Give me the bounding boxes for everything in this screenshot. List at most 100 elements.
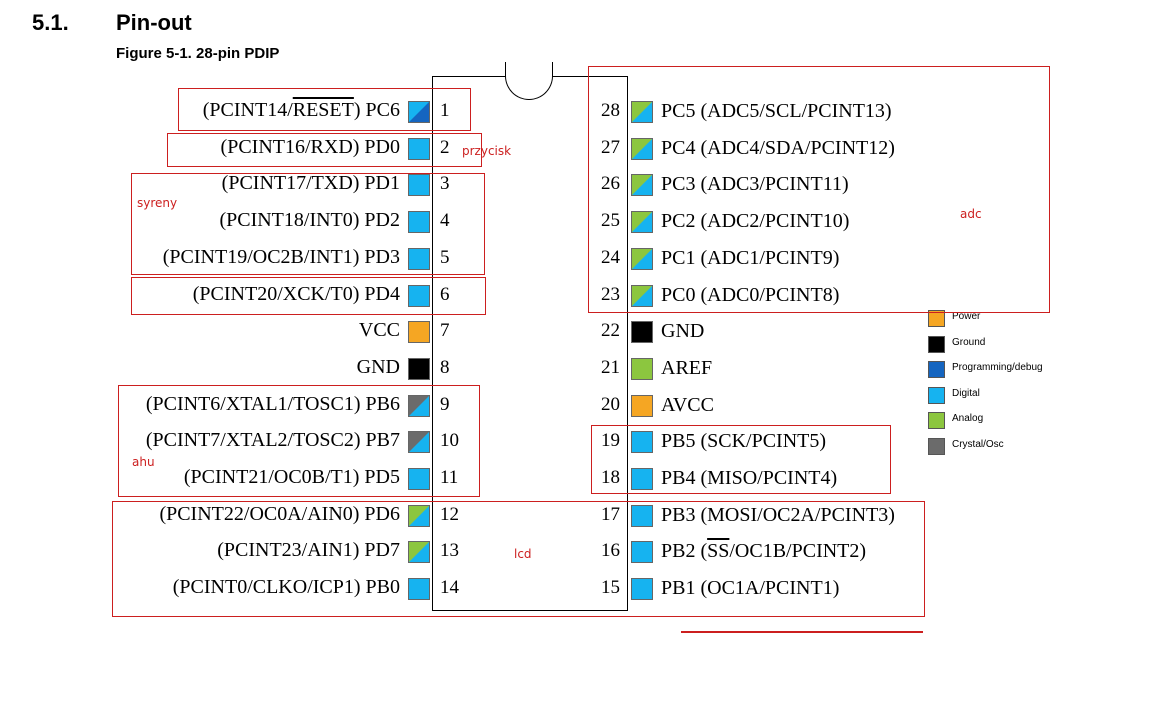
pin-label: (PCINT22/OC0A/AIN0) PD6 [0, 503, 400, 526]
pin-label: GND [0, 356, 400, 379]
pin-number: 16 [601, 540, 620, 562]
annotation-przycisk: przycisk [462, 144, 512, 158]
section-number: 5.1. [32, 10, 69, 35]
pin-square [631, 468, 653, 490]
pin-label-text: (PCINT18/INT0) PD2 [219, 209, 400, 232]
annotation-adc: adc [960, 207, 982, 221]
pin-label: PB4 (MISO/PCINT4) [661, 467, 837, 490]
legend-label: Crystal/Osc [952, 439, 1004, 450]
pin-label-overline: RESET [292, 99, 354, 121]
pin-square [631, 357, 653, 380]
annotation-box-adc [588, 66, 1050, 313]
pin-label: GND [661, 320, 704, 343]
pin-label: (PCINT17/TXD) PD1 [0, 172, 400, 195]
pin-square [408, 321, 430, 344]
pin-square [631, 394, 653, 417]
pin-label-text: VCC [358, 319, 400, 342]
pin-number: 21 [601, 356, 620, 378]
legend-swatch [928, 310, 945, 327]
pin-label-text: AREF [661, 356, 713, 379]
annotation-box-spi [591, 425, 891, 494]
pin-square [408, 174, 430, 197]
legend-swatch [928, 335, 945, 353]
pin-label-text: GND [356, 355, 400, 378]
pin-label: (PCINT7/XTAL2/TOSC2) PB7 [0, 429, 400, 452]
annotation-syreny: syreny [137, 196, 178, 210]
pin-label: (PCINT23/AIN1) PD7 [0, 539, 400, 562]
pin-label: (PCINT14/RESET) PC6 [0, 99, 400, 122]
pin-number: 12 [440, 503, 459, 525]
pin-number: 13 [440, 540, 459, 562]
pin-label: AVCC [661, 394, 714, 417]
figure-caption: Figure 5-1. 28-pin PDIP [116, 45, 280, 62]
pin-square [631, 321, 653, 344]
pin-label: (PCINT16/RXD) PD0 [0, 136, 400, 159]
pin-number: 4 [440, 210, 450, 232]
pin-square [408, 504, 430, 527]
pin-label-text: PB5 (SCK/PCINT5) [661, 430, 827, 453]
annotation-ahu: ahu [132, 455, 155, 469]
legend-label: Power [952, 311, 981, 322]
legend-label: Analog [952, 413, 984, 425]
pin-label-text: PC0 (ADC0/PCINT8) [661, 283, 840, 306]
pin-label-text: PC3 (ADC3/PCINT11) [661, 173, 849, 196]
pin-number: 28 [601, 100, 620, 121]
legend-label: Digital [952, 387, 980, 399]
pin-square [408, 541, 430, 564]
annotation-box-syreny [131, 173, 485, 275]
pin-number: 11 [440, 467, 459, 488]
pin-number: 6 [440, 283, 450, 305]
legend-swatch [928, 438, 945, 455]
pin-label: PC1 (ADC1/PCINT9) [661, 247, 839, 270]
pin-number: 8 [440, 356, 450, 378]
pin-label: (PCINT18/INT0) PD2 [0, 209, 400, 232]
pin-label: PC2 (ADC2/PCINT10) [661, 210, 849, 233]
pin-number: 14 [440, 577, 459, 599]
pin-label-text: (PCINT22/OC0A/AIN0) PD6 [159, 502, 400, 525]
pin-square [408, 578, 430, 601]
pin-number: 20 [601, 393, 620, 415]
pin-square [631, 101, 653, 123]
pin-label: PC4 (ADC4/SDA/PCINT12) [661, 137, 895, 160]
pin-label: VCC [0, 319, 400, 342]
pin-label-text: (PCINT20/XCK/T0) PD4 [192, 282, 400, 305]
pin-label-text: PC4 (ADC4/SDA/PCINT12) [661, 136, 895, 159]
pin-label-text: PB4 (MISO/PCINT4) [661, 467, 838, 489]
annotation-box-ahu [118, 385, 480, 497]
pin-label: PB5 (SCK/PCINT5) [661, 430, 826, 453]
pin-label-text: PB1 (OC1A/PCINT1) [661, 577, 840, 600]
pin-number: 26 [601, 173, 620, 195]
annotation-box-pd4 [131, 277, 486, 315]
pin-number: 5 [440, 246, 450, 268]
pin-number: 24 [601, 246, 620, 268]
pin-label: (PCINT0/CLKO/ICP1) PB0 [0, 576, 400, 599]
pin-label-text: PB3 (MOSI/OC2A/PCINT3) [661, 503, 895, 526]
pin-label-text: PC1 (ADC1/PCINT9) [661, 246, 840, 269]
pin-label-text: PC5 (ADC5/SCL/PCINT13) [661, 100, 892, 122]
pin-number: 9 [440, 393, 450, 415]
pin-square [631, 578, 653, 601]
pin-label: PC0 (ADC0/PCINT8) [661, 284, 839, 307]
pin-label-text: (PCINT14/ [202, 99, 293, 121]
pin-square [408, 101, 430, 123]
pin-square [408, 284, 430, 307]
legend-swatch [928, 386, 945, 404]
pin-label: (PCINT19/OC2B/INT1) PD3 [0, 246, 400, 269]
pin-square [631, 174, 653, 197]
pin-square [408, 211, 430, 234]
pin-label-text: (PCINT16/RXD) PD0 [220, 135, 400, 158]
pin-number: 1 [440, 100, 450, 121]
pin-label: (PCINT21/OC0B/T1) PD5 [0, 466, 400, 489]
pin-label: PC5 (ADC5/SCL/PCINT13) [661, 100, 892, 123]
pin-label-text: (PCINT0/CLKO/ICP1) PB0 [172, 576, 400, 599]
pin-label-text: (PCINT19/OC2B/INT1) PD3 [162, 245, 400, 268]
pin-label-text: GND [661, 320, 705, 343]
pin-number: 27 [601, 136, 620, 158]
pin-square [408, 431, 430, 454]
pin-label-suffix: /OC1B/PCINT2) [729, 540, 867, 563]
pin-label-text: AVCC [661, 393, 714, 416]
annotation-box-lcd [112, 501, 925, 617]
annotation-box-reset [178, 88, 471, 131]
pin-square [631, 247, 653, 270]
pin-square [631, 284, 653, 307]
